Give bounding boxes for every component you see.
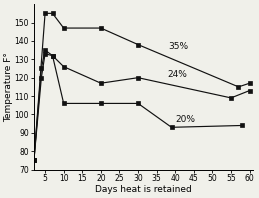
Y-axis label: Temperature F°: Temperature F° [4, 52, 13, 122]
Text: 24%: 24% [168, 69, 188, 79]
Text: 20%: 20% [175, 115, 195, 125]
X-axis label: Days heat is retained: Days heat is retained [95, 185, 192, 194]
Text: 35%: 35% [168, 42, 188, 51]
